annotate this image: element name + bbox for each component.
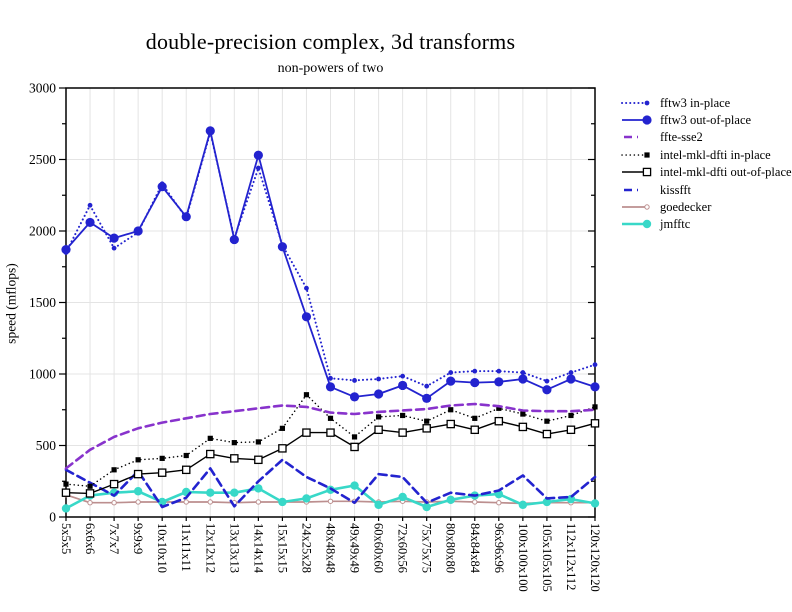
x-tick-label: 60x60x60 [372, 523, 386, 573]
legend-label: goedecker [660, 200, 712, 215]
x-tick-label: 49x49x49 [348, 523, 362, 573]
legend-label: ffte-sse2 [660, 130, 703, 145]
x-tick-label: 14x14x14 [251, 523, 265, 574]
legend-swatch [622, 220, 652, 229]
legend-entry-intel-mkl-dfti-in-place: intel-mkl-dfti in-place [621, 146, 792, 163]
x-tick-label: 12x12x12 [203, 523, 217, 573]
legend-entry-intel-mkl-dfti-out-of-place: intel-mkl-dfti out-of-place [621, 164, 792, 181]
x-tick-label: 6x6x6 [83, 523, 97, 554]
x-tick-label: 48x48x48 [324, 523, 338, 573]
series-fftw3-in-place [63, 129, 598, 389]
legend-swatch [621, 100, 650, 106]
legend: fftw3 in-place fftw3 out-of-place ffte-sse… [621, 94, 792, 233]
x-tick-label: 7x7x7 [107, 523, 121, 554]
series-ffte-sse2 [64, 402, 597, 470]
x-tick-label: 80x80x80 [444, 523, 458, 573]
legend-entry-goedecker: goedecker [621, 198, 792, 215]
x-tick-label: 84x84x84 [468, 523, 482, 574]
legend-swatch [622, 204, 650, 210]
x-tick-label: 24x25x28 [299, 523, 313, 573]
legend-entry-fftw3-out-of-place: fftw3 out-of-place [621, 111, 792, 128]
legend-swatch [622, 168, 652, 177]
y-tick-label: 500 [36, 438, 57, 453]
x-tick-label: 105x105x105 [540, 523, 554, 592]
legend-label: jmfftc [660, 217, 691, 232]
legend-swatch [621, 152, 650, 158]
legend-entry-ffte-sse2: ffte-sse2 [621, 129, 792, 146]
y-tick-label: 3000 [29, 81, 56, 96]
chart-title: double-precision complex, 3d transforms [145, 29, 516, 54]
chart-subtitle: non-powers of two [277, 61, 384, 76]
x-tick-label: 13x13x13 [227, 523, 241, 573]
series-intel-mkl-dfti-in-place [63, 392, 598, 489]
x-tick-label: 9x9x9 [131, 523, 145, 554]
legend-swatch [624, 136, 638, 139]
legend-swatch [624, 188, 638, 191]
legend-label: fftw3 in-place [660, 95, 731, 110]
legend-entry-fftw3-in-place: fftw3 in-place [621, 94, 792, 111]
legend-swatch [622, 115, 652, 125]
legend-label: kissfft [660, 182, 692, 197]
x-tick-labels: 5x5x5 6x6x6 7x7x7 9x9x9 10x10x10 11x11x11 12x1… [59, 523, 602, 592]
x-tick-label: 96x96x96 [492, 523, 506, 573]
legend-entry-jmfftc: jmfftc [621, 216, 792, 233]
legend-label: intel-mkl-dfti in-place [660, 147, 771, 162]
y-tick-labels: 0 500 1000 1500 2000 2500 3000 [29, 81, 56, 525]
axis-ticks [59, 87, 596, 521]
legend-label: intel-mkl-dfti out-of-place [660, 165, 792, 180]
legend-entry-kissfft: kissfft [621, 181, 792, 198]
x-tick-label: 100x100x100 [516, 523, 530, 592]
y-tick-label: 2500 [29, 152, 56, 167]
x-tick-label: 72x60x56 [396, 523, 410, 573]
y-tick-label: 1000 [29, 367, 56, 382]
x-tick-label: 11x11x11 [179, 523, 193, 572]
x-tick-label: 10x10x10 [155, 523, 169, 573]
series-intel-mkl-dfti-out-of-place [61, 416, 600, 498]
legend-label: fftw3 out-of-place [660, 113, 752, 128]
x-tick-label: 15x15x15 [275, 523, 289, 573]
x-tick-label: 75x75x75 [420, 523, 434, 573]
series-kissfft [64, 458, 597, 509]
x-tick-label: 120x120x120 [588, 523, 602, 592]
y-tick-label: 0 [49, 510, 56, 525]
y-tick-label: 2000 [29, 224, 56, 239]
y-tick-label: 1500 [29, 295, 56, 310]
x-tick-label: 112x112x112 [564, 523, 578, 590]
x-tick-label: 5x5x5 [59, 523, 73, 554]
gridlines [66, 88, 595, 517]
